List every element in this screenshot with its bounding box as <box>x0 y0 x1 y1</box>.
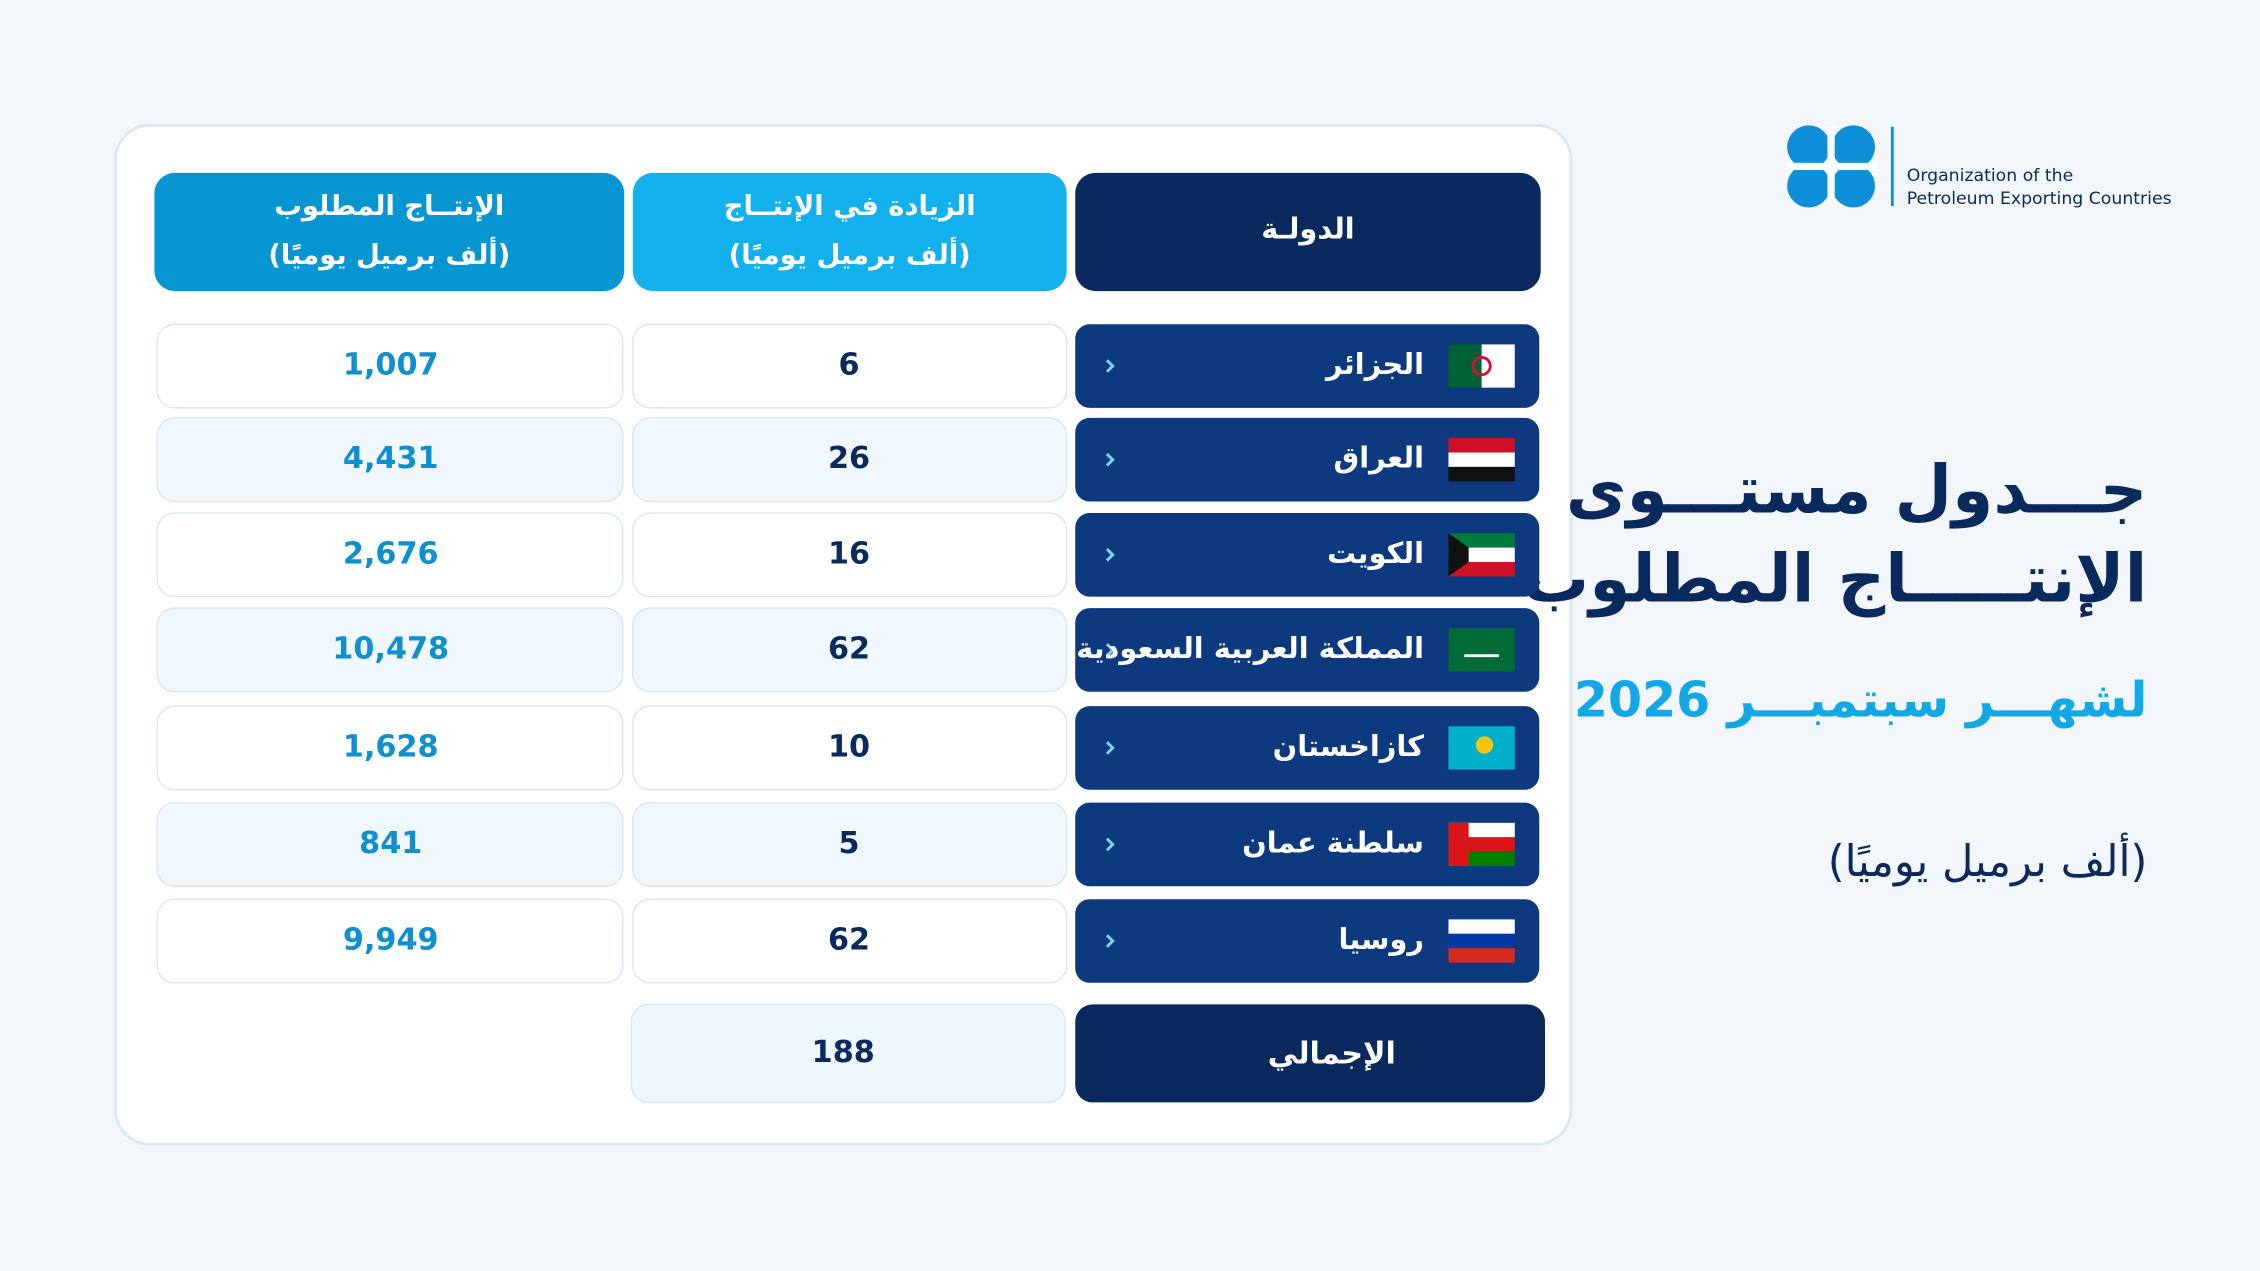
flag <box>1448 822 1469 867</box>
country-name: المملكة العربية السعودية <box>1076 631 1424 665</box>
flag <box>1448 344 1482 388</box>
increase-value: 62 <box>828 923 870 958</box>
unit-note: (ألف برميل يوميًا) <box>1828 832 2148 887</box>
required-value: 1,628 <box>343 729 439 764</box>
increase-value: 26 <box>828 441 870 476</box>
required-value: 1,007 <box>343 348 439 383</box>
flag <box>1448 562 1515 577</box>
total-value: 188 <box>812 1035 875 1070</box>
flag <box>1448 948 1515 963</box>
flag <box>1471 355 1492 377</box>
country-cell <box>1075 899 1540 983</box>
increase-value: 10 <box>828 729 870 764</box>
header-text: الدولـة <box>1261 212 1354 246</box>
chevron <box>1105 359 1115 373</box>
increase-cell <box>632 607 1068 693</box>
increase-value: 62 <box>828 631 870 666</box>
flag <box>1448 452 1515 467</box>
chevron <box>1105 837 1115 852</box>
country-name: روسيا <box>1339 922 1424 956</box>
flag <box>1464 654 1499 658</box>
chevron <box>1105 741 1115 755</box>
flag <box>1448 533 1515 548</box>
subtitle: لشهـــر سبتمبـــر 2026 <box>1574 672 2147 729</box>
increase-cell <box>632 323 1068 409</box>
country-cell <box>1075 417 1540 502</box>
total-label: الإجمالي <box>1268 1036 1396 1071</box>
country-name: الجزائر <box>1324 347 1424 381</box>
increase-cell <box>632 417 1068 503</box>
header-cell <box>154 172 625 292</box>
country-cell <box>1075 513 1540 597</box>
required-cell <box>156 607 624 693</box>
flag <box>1448 438 1515 453</box>
flag <box>1448 933 1515 949</box>
logo-mark <box>1787 125 1877 208</box>
increase-cell <box>632 512 1068 598</box>
flag <box>1448 919 1515 934</box>
header-text: (ألف برميل يوميًا) <box>268 237 510 271</box>
flag <box>1448 628 1515 672</box>
increase-value: 16 <box>828 536 870 571</box>
required-cell <box>156 898 624 984</box>
flag <box>1448 466 1515 482</box>
title: جـــدول مستـــوى <box>1566 450 2147 529</box>
increase-cell <box>632 705 1068 791</box>
required-value: 10,478 <box>332 631 449 666</box>
country-name: كازاخستان <box>1273 729 1425 763</box>
chevron <box>1105 643 1115 657</box>
title: الإنتـــــاج المطلوب <box>1523 540 2148 619</box>
chevron <box>1105 934 1115 948</box>
chevron <box>1105 548 1115 562</box>
country-name: الكويت <box>1327 536 1424 570</box>
increase-value: 6 <box>838 348 859 383</box>
total-value-cell <box>630 1003 1066 1104</box>
increase-value: 5 <box>838 826 859 861</box>
increase-cell <box>632 801 1068 887</box>
required-cell <box>156 801 624 887</box>
total-label-cell <box>1075 1004 1546 1103</box>
country-name: سلطنة عمان <box>1242 825 1424 859</box>
required-cell <box>156 323 624 409</box>
increase-cell <box>632 898 1068 984</box>
header-text: (ألف برميل يوميًا) <box>729 237 971 271</box>
required-cell <box>156 705 624 791</box>
logo-text: Organization of the <box>1907 166 2073 186</box>
header-cell <box>1075 172 1541 292</box>
country-cell <box>1075 706 1540 790</box>
header-text: الإنتــاج المطلوب <box>274 191 504 222</box>
required-value: 841 <box>359 826 422 861</box>
country-cell <box>1075 324 1540 408</box>
required-value: 2,676 <box>343 536 439 571</box>
required-cell <box>156 512 624 598</box>
logo-text: Petroleum Exporting Countries <box>1907 189 2172 209</box>
required-cell <box>156 417 624 503</box>
flag <box>1475 736 1494 754</box>
country-cell <box>1075 802 1540 887</box>
chevron <box>1105 452 1115 467</box>
required-value: 9,949 <box>343 923 439 958</box>
required-value: 4,431 <box>343 441 439 476</box>
header-text: الزيادة في الإنتــاج <box>724 191 976 222</box>
country-cell <box>1075 608 1540 692</box>
country-name: العراق <box>1333 441 1424 475</box>
header-cell <box>632 172 1067 292</box>
flag <box>1481 344 1515 388</box>
